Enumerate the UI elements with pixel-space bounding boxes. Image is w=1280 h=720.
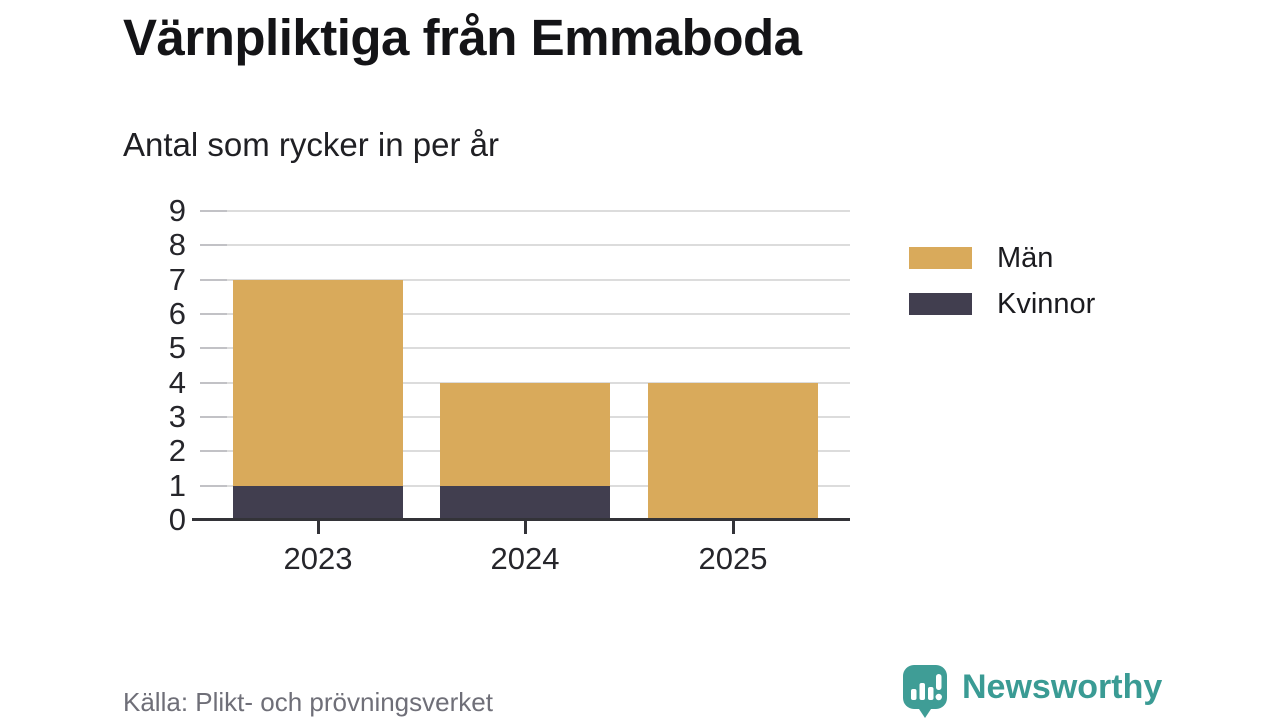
- legend-label-women: Kvinnor: [997, 287, 1096, 320]
- brand-name: Newsworthy: [962, 667, 1163, 706]
- legend-item-men: Män: [909, 242, 1095, 274]
- y-tick-2: [200, 450, 227, 453]
- y-tick-3: [200, 416, 227, 418]
- gridline-7: [200, 278, 850, 281]
- y-tick-1: [200, 484, 227, 487]
- x-tick-label-2023: 2023: [283, 541, 353, 576]
- chart-title: Värnpliktiga från Emmaboda: [123, 9, 802, 66]
- y-tick-label-1: 1: [168, 467, 186, 503]
- x-tick-label-2024: 2024: [490, 541, 560, 576]
- y-tick-label-3: 3: [168, 399, 186, 434]
- y-tick-label-7: 7: [168, 261, 186, 297]
- plot-area: 2023 2024 2025: [192, 210, 850, 576]
- bar-segment-2024-kvinnor: [440, 485, 610, 520]
- x-axis-tick-2024: [523, 520, 527, 534]
- chart-subtitle: Antal som rycker in per år: [123, 126, 499, 163]
- legend-label-men: Män: [997, 241, 1054, 274]
- x-axis-tick-2023: [316, 520, 320, 534]
- legend-item-women: Kvinnor: [909, 288, 1095, 320]
- bar-segment-2024-män: [440, 382, 610, 486]
- y-tick-5: [200, 347, 227, 350]
- y-tick-9: [200, 210, 227, 212]
- x-axis-line: [192, 518, 850, 521]
- source-note: Källa: Plikt- och prövningsverket: [123, 687, 493, 717]
- x-tick-label-2025: 2025: [698, 541, 768, 576]
- gridline-6: [200, 313, 850, 315]
- y-tick-label-5: 5: [168, 330, 186, 366]
- y-tick-4: [200, 381, 227, 384]
- x-axis-tick-2025: [731, 520, 735, 534]
- legend: Män Kvinnor: [909, 242, 1095, 337]
- gridline-5: [200, 347, 850, 350]
- y-tick-label-6: 6: [168, 296, 186, 331]
- gridline-8: [200, 244, 850, 247]
- y-tick-label-8: 8: [168, 227, 186, 263]
- bar-segment-2023-kvinnor: [233, 485, 403, 520]
- y-tick-6: [200, 313, 227, 315]
- y-tick-label-9: 9: [168, 193, 186, 228]
- bar-segment-2023-män: [233, 279, 403, 486]
- newsworthy-bubble-icon: [903, 665, 947, 718]
- legend-swatch-men: [909, 247, 972, 269]
- brand-logo: Newsworthy: [901, 663, 1162, 719]
- y-tick-7: [200, 278, 227, 281]
- legend-swatch-women: [909, 293, 972, 315]
- y-tick-label-4: 4: [168, 364, 186, 400]
- y-tick-label-0: 0: [168, 502, 186, 537]
- gridline-4: [200, 381, 850, 384]
- y-tick-label-2: 2: [168, 433, 186, 469]
- gridline-9: [200, 210, 850, 212]
- y-tick-8: [200, 244, 227, 247]
- bar-segment-2025-män: [648, 382, 818, 520]
